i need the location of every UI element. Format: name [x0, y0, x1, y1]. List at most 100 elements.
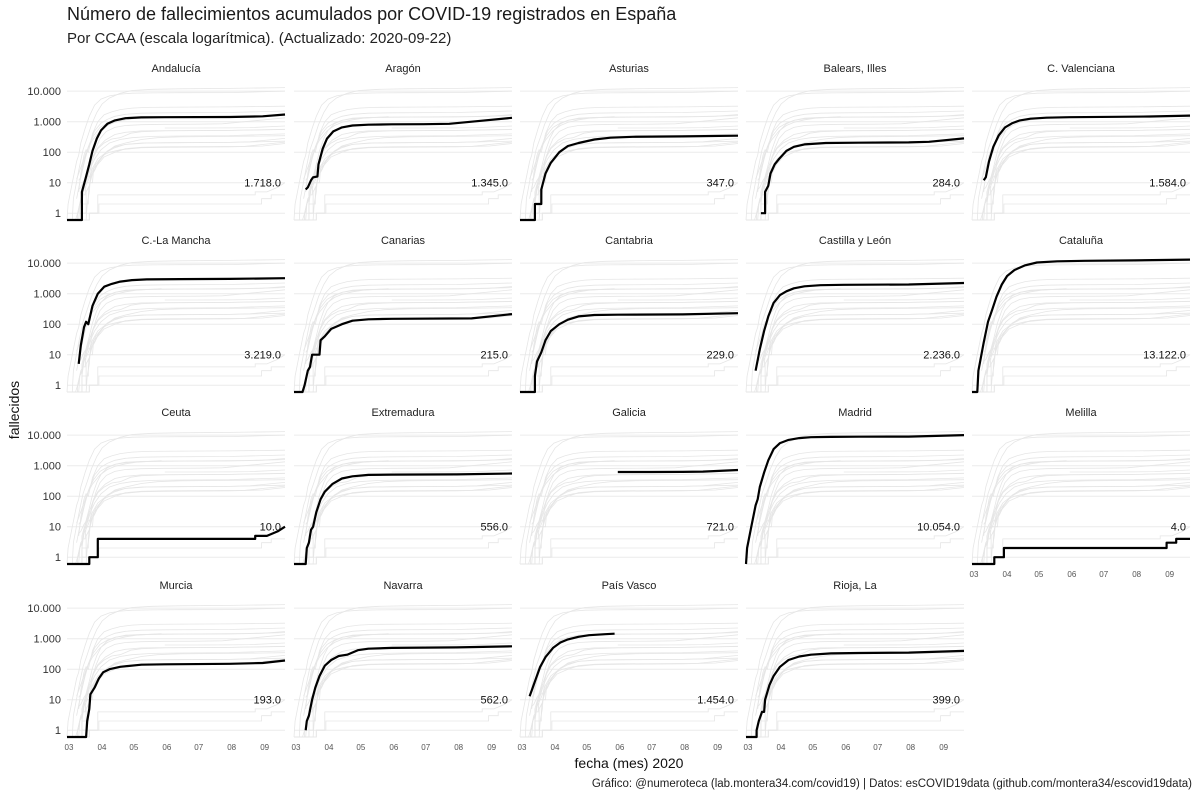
- y-tick-label: 100: [43, 664, 61, 676]
- background-series-line: [520, 307, 739, 393]
- background-series-line: [308, 482, 513, 558]
- background-series-line: [294, 660, 513, 738]
- background-series-line: [294, 604, 513, 738]
- background-series-line: [520, 526, 739, 565]
- x-tick-label: 09: [260, 743, 269, 752]
- background-series-line: [520, 484, 739, 565]
- x-tick-label: 07: [1099, 570, 1108, 579]
- background-series-line: [983, 105, 1191, 192]
- background-series-line: [746, 477, 965, 565]
- background-series-line: [78, 449, 286, 536]
- background-series-line: [305, 287, 513, 353]
- background-series-line: [983, 128, 1191, 214]
- background-series-line: [391, 125, 513, 129]
- background-series-line: [529, 454, 739, 543]
- background-series-line: [757, 472, 965, 558]
- background-series-line: [67, 431, 286, 565]
- end-value-label: 3.219.0: [244, 350, 281, 362]
- y-tick-label: 10.000: [27, 258, 61, 270]
- background-series-line: [746, 604, 965, 738]
- background-series-line: [972, 133, 1191, 221]
- background-series-line: [520, 650, 739, 738]
- series-line: [972, 537, 1190, 566]
- series-line: [617, 468, 739, 474]
- x-tick-label: 07: [873, 743, 882, 752]
- background-series-line: [983, 289, 1191, 362]
- x-tick-label: 03: [65, 743, 74, 752]
- background-series-line: [78, 115, 286, 181]
- background-series-line: [67, 133, 286, 221]
- background-series-line: [981, 460, 1067, 524]
- background-series-line: [757, 634, 965, 707]
- background-series-line: [67, 604, 286, 738]
- background-series-line: [746, 259, 965, 393]
- background-series-line: [757, 277, 965, 364]
- background-series-line: [303, 282, 513, 371]
- x-tick-label: 06: [615, 743, 624, 752]
- background-series-line: [305, 128, 513, 214]
- end-value-label: 193.0: [253, 695, 281, 707]
- background-series-line: [972, 140, 1191, 221]
- background-series-line: [76, 110, 286, 199]
- background-series-line: [67, 711, 285, 738]
- series-line: [760, 137, 965, 215]
- background-series-line: [983, 300, 1191, 386]
- background-series-line: [755, 460, 841, 524]
- y-tick-label: 10.000: [27, 603, 61, 615]
- background-series-line: [520, 660, 739, 738]
- panel-title: Aragón: [385, 63, 420, 75]
- background-series-line: [78, 300, 286, 386]
- background-series-line: [746, 366, 964, 393]
- background-series-line: [746, 658, 965, 738]
- background-series-line: [78, 622, 286, 709]
- background-series-line: [294, 526, 513, 565]
- background-series-line: [757, 459, 965, 525]
- background-series-line: [520, 259, 739, 393]
- background-series-line: [78, 472, 286, 558]
- end-value-label: 1.454.0: [697, 695, 734, 707]
- background-series-line: [531, 128, 739, 214]
- y-tick-label: 10: [49, 350, 61, 362]
- background-series-line: [294, 143, 513, 221]
- series-line: [294, 472, 513, 566]
- background-series-line: [981, 282, 1191, 371]
- y-tick-label: 1.000: [33, 461, 61, 473]
- background-series-line: [294, 711, 512, 738]
- background-series-line: [981, 288, 1067, 352]
- background-series-line: [531, 634, 739, 707]
- background-series-line: [531, 459, 739, 525]
- x-tick-label: 08: [454, 743, 463, 752]
- background-series-line: [520, 538, 738, 565]
- background-series-line: [293, 434, 513, 565]
- background-series-line: [531, 289, 739, 362]
- series-line: [67, 113, 286, 222]
- background-series-line: [757, 105, 965, 192]
- end-value-label: 721.0: [706, 522, 734, 534]
- background-series-line: [531, 449, 739, 536]
- background-series-line: [1069, 125, 1191, 129]
- background-series-line: [67, 487, 286, 565]
- background-series-line: [1069, 469, 1191, 473]
- background-series-line: [294, 479, 513, 565]
- x-tick-label: 07: [647, 743, 656, 752]
- background-series-line: [520, 431, 739, 565]
- background-series-line: [67, 312, 286, 393]
- background-series-line: [78, 287, 286, 353]
- background-series-line: [755, 627, 965, 716]
- background-series-line: [520, 140, 739, 221]
- background-series-line: [531, 117, 739, 190]
- x-axis-title: fecha (mes) 2020: [575, 755, 684, 771]
- background-series-line: [746, 660, 965, 738]
- y-tick-label: 100: [43, 147, 61, 159]
- background-series-line: [531, 622, 739, 709]
- background-series-line: [757, 300, 965, 386]
- background-series-line: [305, 632, 513, 698]
- background-series-line: [294, 484, 513, 565]
- background-series-line: [757, 287, 965, 353]
- background-series-line: [534, 138, 739, 214]
- background-series-line: [519, 90, 739, 221]
- y-tick-label: 1: [55, 380, 61, 392]
- background-series-line: [308, 655, 513, 731]
- background-series-line: [520, 604, 739, 738]
- background-series-line: [164, 469, 286, 473]
